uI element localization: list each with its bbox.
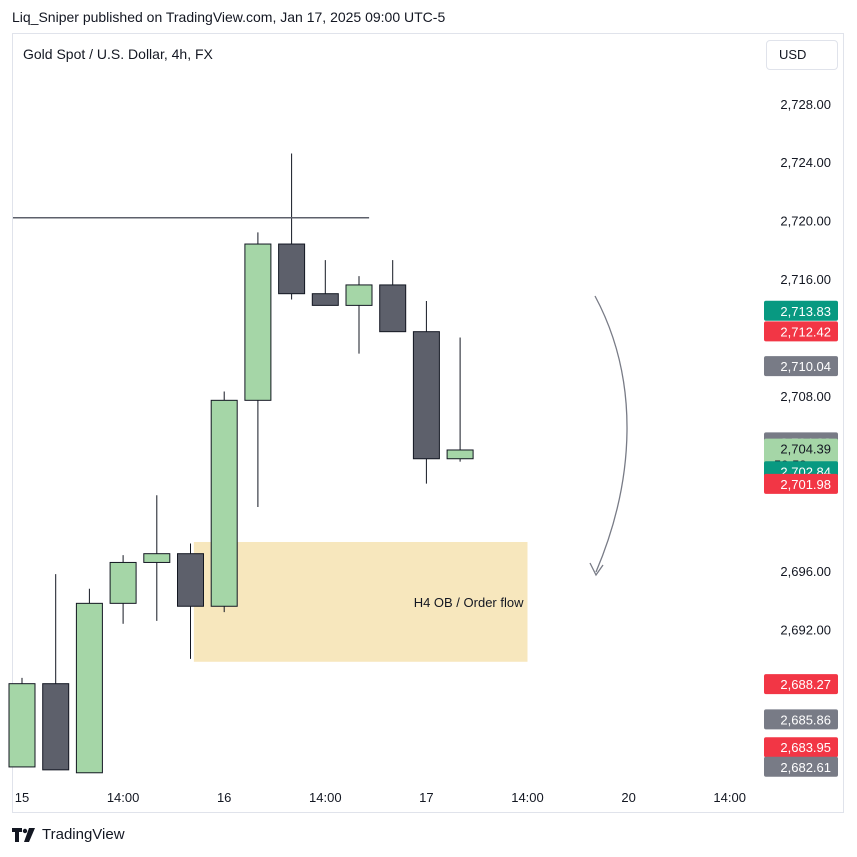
order-block-zone — [193, 542, 528, 662]
price-tag — [764, 356, 838, 377]
x-tick-label: 20 — [621, 790, 635, 805]
x-tick-label: 14:00 — [713, 790, 746, 805]
zone-label: H4 OB / Order flow — [414, 595, 524, 610]
y-tick-label: 2,720.00 — [780, 214, 831, 229]
price-tag-label: 2,701.98 — [780, 477, 831, 492]
candle-bullish — [109, 561, 137, 604]
x-tick-label: 14:00 — [309, 790, 342, 805]
candle-bearish — [42, 683, 70, 771]
x-tick-label: 14:00 — [107, 790, 140, 805]
candle-bullish — [446, 449, 474, 460]
candle-bearish — [177, 553, 204, 607]
price-tag-label: 2,682.61 — [780, 760, 831, 775]
y-tick-label: 2,692.00 — [780, 623, 831, 638]
candle-bearish — [412, 331, 440, 460]
x-tick-label: 17 — [419, 790, 433, 805]
candle-bullish — [345, 284, 373, 306]
price-tag-label: 2,712.42 — [780, 324, 831, 339]
candles-layer — [8, 153, 474, 774]
price-tag-label: 2,710.04 — [780, 359, 831, 374]
x-tick-label: 14:00 — [511, 790, 544, 805]
price-tag — [764, 756, 838, 777]
order-block-zone-layer: H4 OB / Order flow — [193, 542, 528, 662]
x-tick-label: 15 — [15, 790, 29, 805]
annotations-layer — [13, 216, 628, 577]
price-tag — [764, 674, 838, 695]
candle-bullish — [210, 399, 238, 607]
y-tick-label: 2,708.00 — [780, 389, 831, 404]
y-tick-label: 2,716.00 — [780, 272, 831, 287]
price-tag-label: 2,683.95 — [780, 740, 831, 755]
x-axis: 15 14:00 16 14:00 17 14:00 20 14:00 — [15, 790, 746, 805]
price-tag — [764, 709, 838, 730]
candle-bullish — [75, 602, 103, 774]
curved-arrow-head — [589, 562, 604, 577]
candle-bearish — [379, 284, 407, 333]
price-tag — [764, 473, 838, 494]
tradingview-logo-icon — [12, 827, 35, 842]
footer: TradingView — [12, 826, 125, 843]
candle-bearish — [278, 243, 306, 295]
currency-button[interactable]: USD — [766, 40, 838, 70]
price-tag — [764, 737, 838, 758]
curved-arrow — [594, 295, 628, 573]
candle-bullish — [244, 243, 272, 401]
candle-bullish — [143, 553, 171, 563]
y-tick-label: 2,728.00 — [780, 97, 831, 112]
price-tag-label: 2,688.27 — [780, 677, 831, 692]
x-tick-label: 16 — [217, 790, 231, 805]
candle-bullish — [8, 683, 36, 768]
publish-byline: Liq_Sniper published on TradingView.com,… — [12, 9, 446, 25]
candle-bearish — [311, 293, 339, 306]
chart-frame — [12, 33, 844, 813]
footer-brand: TradingView — [42, 826, 125, 843]
price-tag-label: 2,704.39 — [780, 442, 831, 457]
price-tags: 2,713.832,712.422,710.042,704.822,704.39… — [764, 300, 838, 777]
price-tag-label: 2,685.86 — [780, 712, 831, 727]
price-tag — [764, 300, 838, 321]
price-tag-label: 2,713.83 — [780, 304, 831, 319]
y-tick-label: 2,724.00 — [780, 155, 831, 170]
y-tick-label: 2,696.00 — [780, 564, 831, 579]
y-axis: 2,728.00 2,724.00 2,720.00 2,716.00 2,708.00… — [780, 97, 831, 638]
price-tag — [764, 321, 838, 342]
symbol-title[interactable]: Gold Spot / U.S. Dollar, 4h, FX — [23, 46, 213, 62]
